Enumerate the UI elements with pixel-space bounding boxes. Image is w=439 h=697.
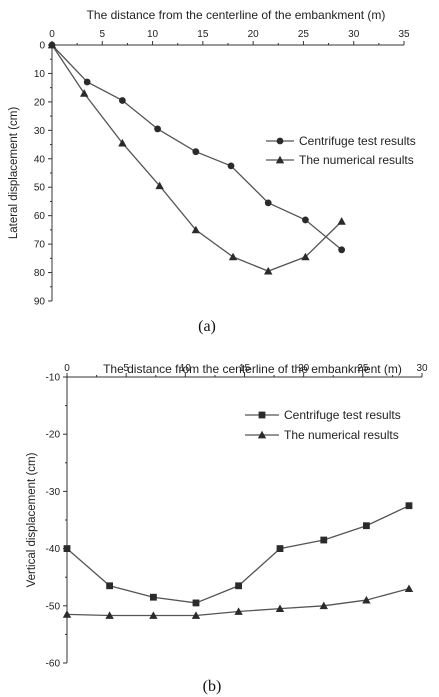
- chart-a-panel-label: (a): [198, 318, 216, 335]
- chart-a: 0 5 10 15 20 25 30 35 0 10 20 30 40 50 60 70 80 90 The dis…: [8, 8, 416, 335]
- chart-b-legend-1-marker: [257, 430, 267, 439]
- chart-b-series-0-point: [405, 502, 413, 510]
- chart-b-series-0-point: [149, 593, 157, 601]
- chart-a-legend-1-marker: [275, 155, 285, 164]
- chart-a-legend-0-label: Centrifuge test results: [299, 134, 416, 148]
- chart-a-y-axis-title: Lateral displacement (cm): [8, 107, 20, 239]
- chart-b-y-tick-label: -20: [46, 430, 61, 441]
- chart-b-x-tick-label: 25: [357, 363, 369, 374]
- chart-a-legend-1-label: The numerical results: [299, 153, 414, 167]
- chart-a-x-axis-title: The distance from the centerline of the …: [87, 8, 386, 22]
- chart-b-y-tick-label: -60: [46, 659, 61, 670]
- chart-a-series-0-point: [83, 78, 91, 86]
- chart-a-y-tick-label: 90: [34, 297, 46, 308]
- chart-b-x-tick-label: 5: [123, 363, 129, 374]
- chart-b-x-tick-label: 20: [298, 363, 310, 374]
- chart-a-series-0-point: [227, 162, 235, 170]
- chart-b-series-0-point: [276, 545, 284, 552]
- chart-a-series-1-point: [155, 181, 164, 190]
- chart-b-x-tick-label: 0: [64, 363, 70, 374]
- chart-a-series-0-point: [119, 97, 126, 104]
- chart-b-y-axis-title: Vertical displacement (cm): [26, 452, 38, 587]
- chart-b-series-1-point: [275, 604, 285, 613]
- chart-b-series-1-point: [62, 610, 72, 618]
- chart-b-series-0-point: [362, 522, 370, 530]
- chart-a-x-tick-label: 25: [298, 29, 310, 40]
- chart-b: 0 5 10 15 20 25 30 -10 -20 -30 -40 -50 -60 The distan…: [26, 362, 428, 695]
- chart-a-y-tick-label: 40: [34, 154, 46, 165]
- chart-a-series-0-point: [338, 246, 346, 254]
- chart-b-y-tick-label: -10: [46, 373, 61, 384]
- chart-a-x-tick-label: 35: [398, 29, 410, 40]
- chart-b-series-1-point: [362, 595, 371, 604]
- chart-b-series-0-point: [106, 582, 113, 590]
- chart-a-x-tick-label: 15: [197, 29, 209, 40]
- chart-b-series-1-point: [149, 611, 158, 619]
- chart-b-y-tick-label: -50: [46, 601, 61, 612]
- chart-a-series-0-point: [154, 125, 162, 133]
- chart-b-y-tick-label: -40: [46, 544, 61, 555]
- chart-a-series-1-point: [79, 89, 89, 97]
- chart-a-series-1-point: [47, 40, 57, 49]
- chart-b-series-1-point: [404, 584, 414, 592]
- chart-b-series-0: [63, 502, 413, 607]
- chart-b-series-1-point: [105, 611, 114, 619]
- chart-b-x-tick-label: 10: [180, 363, 192, 374]
- chart-a-series-1-point: [337, 217, 346, 225]
- chart-b-legend-0-marker: [258, 411, 266, 419]
- chart-a-series-1-point: [228, 252, 238, 261]
- chart-b-series-1: [62, 584, 414, 619]
- chart-b-series-0-point: [235, 582, 242, 590]
- chart-b-legend-1-label: The numerical results: [284, 428, 399, 442]
- chart-a-series-0-point: [264, 199, 272, 207]
- chart-a-x-tick-label: 20: [248, 29, 260, 40]
- chart-a-series-1-point: [191, 225, 201, 234]
- chart-b-series-1-point: [191, 611, 201, 619]
- chart-b-series-1-point: [319, 601, 328, 610]
- chart-a-series-1-point: [264, 266, 273, 275]
- chart-a-y-tick-label: 0: [39, 41, 45, 52]
- chart-a-series-0-point: [302, 216, 309, 224]
- chart-a-series-0: [48, 41, 346, 254]
- chart-a-y-tick-label: 60: [34, 211, 46, 222]
- chart-a-y-tick-label: 20: [34, 97, 46, 108]
- chart-a-y-tick-label: 70: [34, 240, 46, 251]
- chart-a-series-0-point: [192, 148, 200, 156]
- chart-a-y-tick-label: 10: [34, 69, 46, 80]
- chart-a-x-tick-label: 10: [147, 29, 159, 40]
- chart-b-x-tick-label: 30: [416, 363, 428, 374]
- chart-b-x-axis-title: The distance from the centerline of the …: [103, 362, 402, 376]
- chart-a-series-1-point: [301, 252, 310, 261]
- chart-a-y-tick-label: 50: [34, 183, 46, 194]
- chart-b-legend-0-label: Centrifuge test results: [284, 408, 401, 422]
- chart-a-y-tick-label: 30: [34, 126, 46, 137]
- chart-a-x-tick-label: 5: [100, 29, 106, 40]
- chart-b-series-0-point: [320, 536, 328, 544]
- chart-b-series-0-point: [192, 599, 200, 607]
- chart-a-legend-0-marker: [276, 137, 284, 145]
- chart-b-panel-label: (b): [203, 678, 222, 695]
- chart-a-series-1-point: [118, 138, 127, 147]
- chart-a-x-tick-label: 30: [348, 29, 360, 40]
- chart-a-series-1: [47, 40, 346, 275]
- chart-a-y-tick-label: 80: [34, 268, 46, 279]
- chart-b-y-tick-label: -30: [46, 487, 61, 498]
- chart-a-x-tick-label: 0: [49, 29, 55, 40]
- chart-b-x-tick-label: 15: [239, 363, 251, 374]
- chart-b-series-1-point: [234, 607, 243, 615]
- chart-b-series-0-point: [63, 545, 71, 552]
